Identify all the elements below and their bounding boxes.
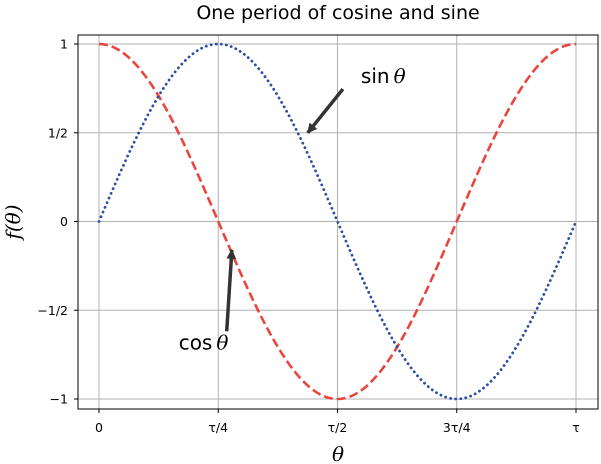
y-tick-label: 0 — [60, 214, 68, 229]
x-tick-label: τ/4 — [208, 420, 228, 435]
series-layer — [97, 42, 578, 401]
y-tick-label: −1/2 — [37, 303, 68, 318]
cos-annotation-label: cos θ — [179, 330, 229, 354]
y-tick-label: 1 — [60, 37, 68, 52]
x-tick-label: τ — [572, 420, 580, 435]
cos-annotation-arrow — [224, 248, 237, 332]
x-tick-label: 0 — [95, 420, 103, 435]
chart-title: One period of cosine and sine — [196, 2, 479, 24]
sin-annotation-symbol: θ — [394, 64, 406, 88]
y-tick-label: −1 — [50, 392, 68, 407]
cos-series-line — [98, 42, 577, 401]
y-tick-label: 1/2 — [48, 125, 68, 140]
x-tick-label: τ/2 — [328, 420, 348, 435]
sin-annotation-label: sin θ — [361, 64, 406, 88]
sin-series-line — [97, 42, 578, 401]
y-axis-label: f(θ) — [1, 204, 25, 241]
cos-annotation-word: cos — [179, 330, 213, 354]
x-axis-label: θ — [332, 442, 344, 464]
ticks: 0 τ/4 τ/2 3τ/4 τ 1 1/2 0 −1/2 −1 — [37, 37, 579, 436]
cos-annotation-symbol: θ — [216, 330, 228, 354]
sin-annotation-word: sin — [361, 64, 390, 88]
sin-annotation-arrow — [306, 87, 345, 134]
x-tick-label: 3τ/4 — [443, 420, 471, 435]
